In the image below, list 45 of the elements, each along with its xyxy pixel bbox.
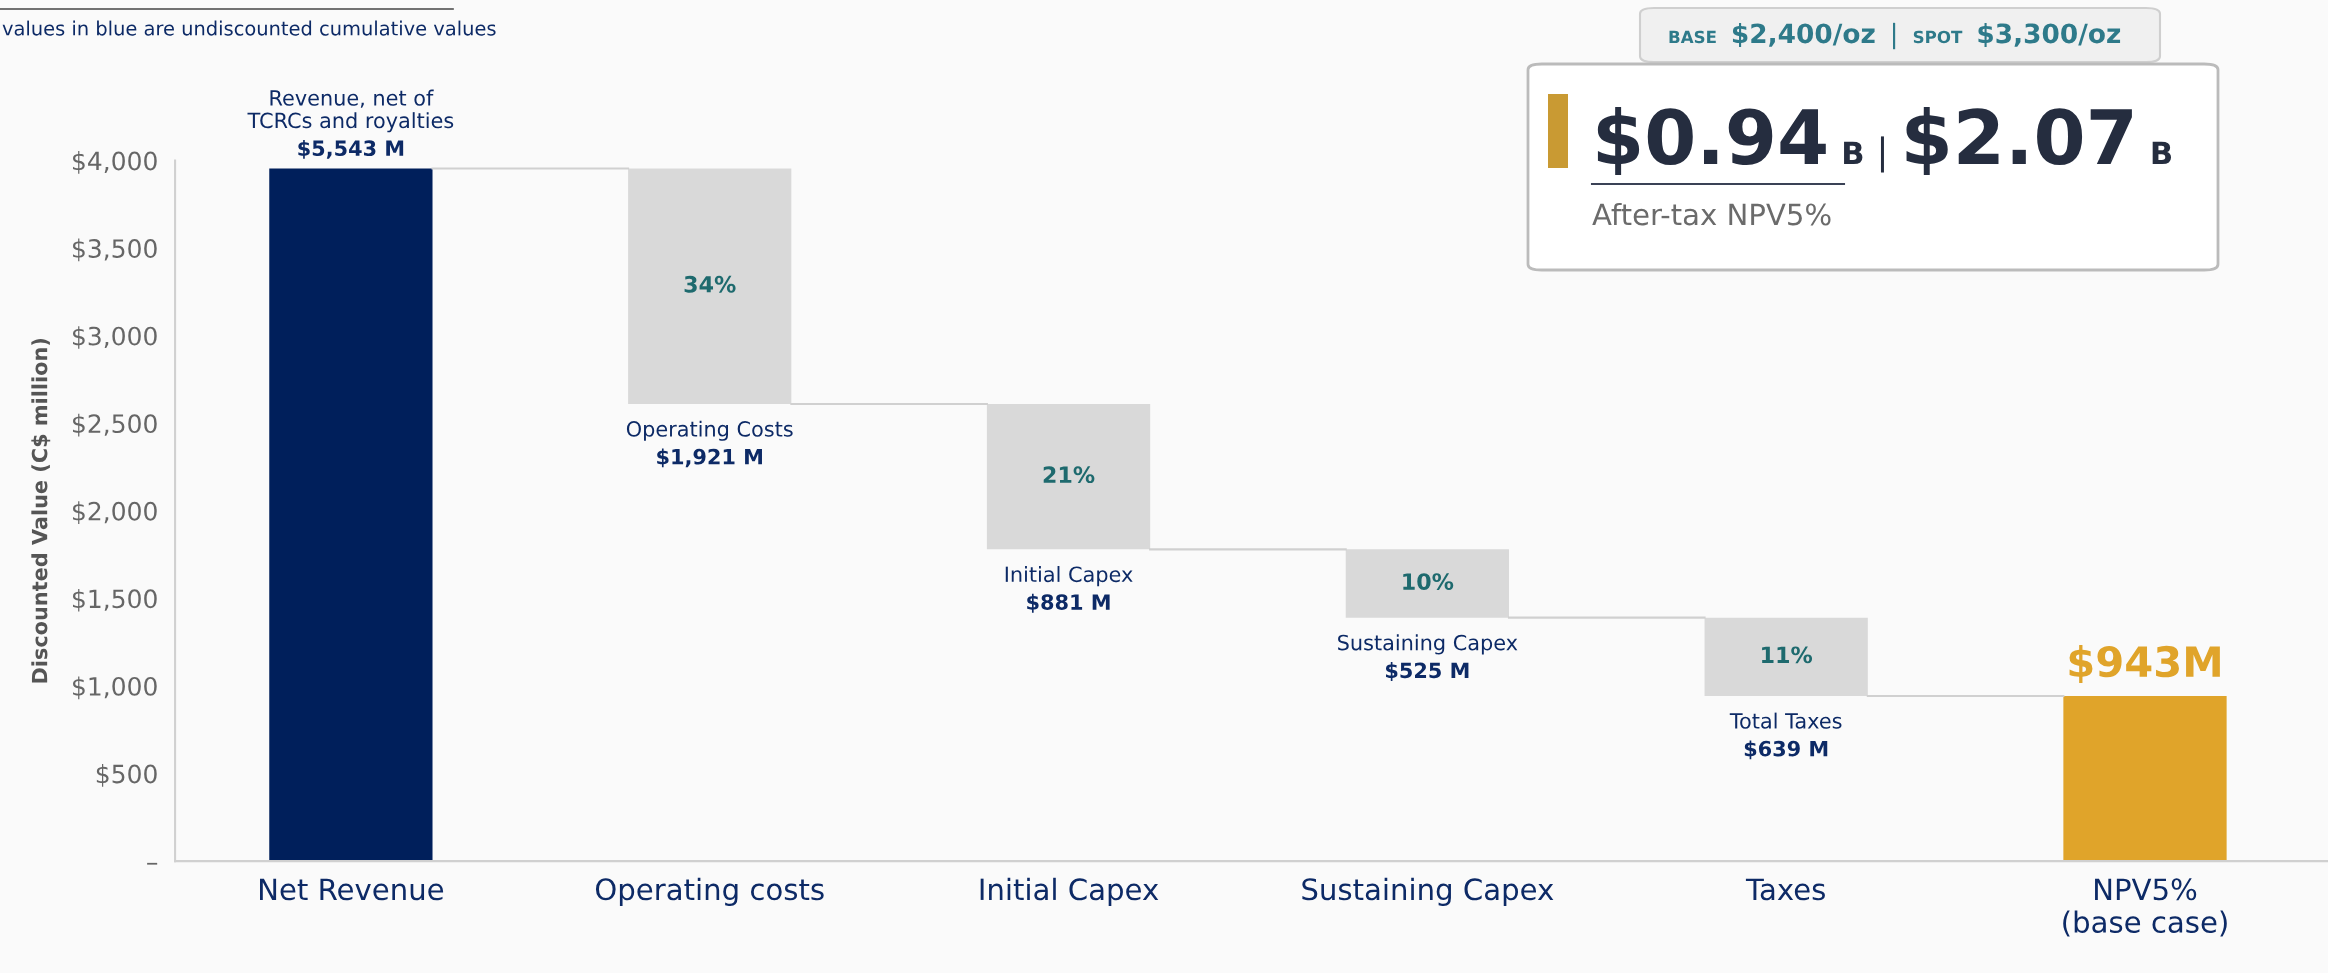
x-tick-label: Sustaining Capex [1302,877,1554,906]
text: SPOT [1913,30,1963,44]
x-tick-label: Net Revenue [260,878,444,901]
annotation: Total Taxes [1729,712,1842,729]
x-tick-label: NPV5% (base case) [2063,878,2227,937]
annotation: $525 M [1386,662,1469,681]
annotation: Sustaining Capex [1338,634,1518,655]
annotation: $2.07 [1906,107,2132,176]
y-tick-label: $2,000 [73,501,157,524]
x-tick-label: Initial Capex [980,877,1159,906]
y-tick-label: $1,000 [73,676,157,700]
annotation: 11% [1762,646,1813,664]
annotation: $881 M [1027,593,1110,613]
annotation: $0.94 [1597,107,1826,176]
annotation: B [2152,141,2172,164]
text: values in blue are undiscounted cumulative values [2,20,496,36]
text: $2,400/oz [1732,22,1875,47]
annotation: 21% [1043,466,1095,484]
annotation: 10% [1403,573,1454,590]
bar [269,168,433,862]
text: | [1892,22,1896,50]
data-label: $943M [2069,645,2220,683]
y-tick-label: $1,500 [73,588,157,612]
text: $3,300/oz [1978,22,2121,47]
y-tick-label: – [147,862,158,865]
annotation: B [1844,141,1863,164]
annotation: $639 M [1744,740,1828,760]
y-tick-label: $2,500 [73,413,157,437]
y-tick-label: $3,000 [73,326,157,349]
annotation: Operating Costs [626,420,793,441]
annotation: After-tax NPV5% [1592,202,1831,226]
y-tick-label: $500 [96,764,157,787]
y-tick-label: $3,500 [73,238,157,262]
x-tick-label: Taxes [1745,878,1825,901]
x-tick-label: Operating costs [595,877,824,906]
text: BASE [1669,30,1716,44]
annotation: 34% [684,275,736,293]
y-axis-title: Discounted Value (C$ million) [31,338,51,683]
bar [2063,695,2227,862]
annotation: $5,543 M [298,139,404,159]
annotation: Revenue, net of TCRCs and royalties [247,89,454,133]
annotation: | [1880,136,1884,173]
annotation: $1,921 M [657,448,762,468]
annotation: Initial Capex [1005,566,1133,587]
y-tick-label: $4,000 [73,151,157,174]
